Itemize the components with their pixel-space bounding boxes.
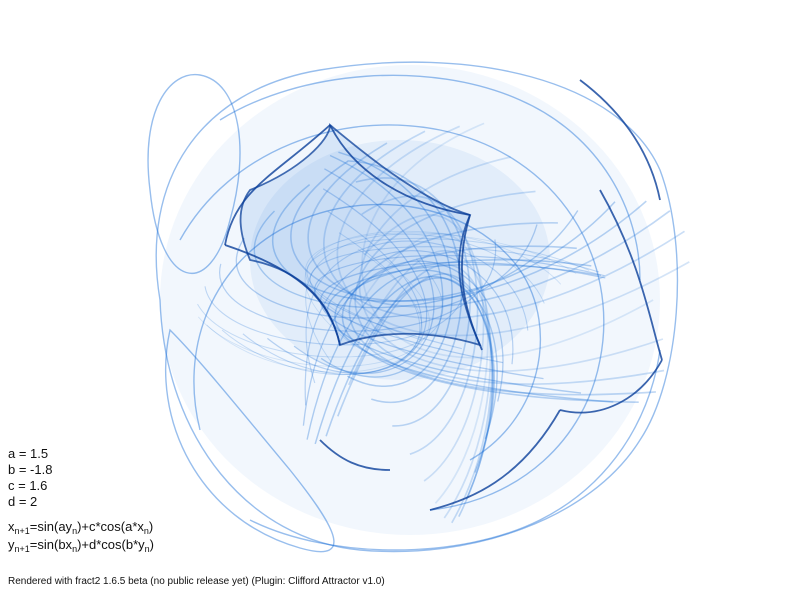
attractor-outer-curve [219,74,641,281]
attractor-ribbon-curve [304,250,514,406]
attractor-ribbon-curve [314,254,605,364]
attractor-ribbon-curve [348,222,656,396]
attractor-dark-strand [224,244,341,346]
param-c: c = 1.6 [8,478,48,493]
attractor-ribbon-curve [304,232,577,340]
attractor-ribbon-curve [293,168,435,375]
parameter-list: a = 1.5 b = -1.8 c = 1.6 d = 2 [8,446,52,510]
attractor-ribbon-curve [338,151,453,387]
formula-x: xn+1=sin(ayn)+c*cos(a*xn) [8,519,154,536]
attractor-dark-strand [599,189,663,361]
attractor-ribbon-curve [253,210,579,309]
attractor-ribbon-curve [320,154,444,378]
attractor-dark-strand [224,124,331,246]
param-d: d = 2 [8,494,38,509]
attractor-ribbon-curve [354,190,665,385]
attractor-dark-strand [461,214,483,351]
attractor-ribbon-curve [306,237,590,341]
attractor-ribbon-curve [348,263,493,524]
attractor-outer-curve [179,124,605,511]
formula-block: xn+1=sin(ayn)+c*cos(a*xn) yn+1=sin(bxn)+… [8,518,154,554]
attractor-ribbon-curve [305,240,529,384]
render-credit: Rendered with fract2 1.6.5 beta (no publ… [8,576,385,587]
attractor-ribbon-curve [362,233,489,504]
attractor-ribbon-curve [341,245,639,403]
attractor-outer-curve [147,73,241,275]
attractor-ribbon-curve [219,239,497,332]
attractor-ribbon-curve [337,273,494,517]
attractor-outer-curve [249,349,661,551]
attractor-ribbon-curve [363,214,485,482]
formula-y: yn+1=sin(bxn)+d*cos(b*yn) [8,537,154,554]
attractor-outer-curve [155,61,679,553]
attractor-ribbon-curve [361,195,479,455]
attractor-ribbon-curve [347,160,463,403]
attractor-ribbon-curve [356,250,492,519]
attractor-ribbon-curve [319,261,606,380]
attractor-dark-strand [329,124,471,216]
attractor-ribbon-curve [302,260,504,426]
attractor-ribbon-curve [306,269,498,440]
attractor-dark-strand [319,439,391,471]
param-a: a = 1.5 [8,446,49,461]
attractor-ribbon-curve [267,188,428,374]
attractor-ribbon-curve [327,263,602,394]
attractor-core-haze [250,140,550,380]
attractor-haze [160,65,660,535]
attractor-ribbon-curve [235,224,538,319]
attractor-ribbon-curve [355,177,471,427]
attractor-ribbon-curve [336,125,690,337]
attractor-ribbon-curve [221,232,421,376]
attractor-ribbon-curve [242,210,422,375]
attractor-ribbon-curve [361,122,654,359]
attractor-ribbon-curve [358,156,664,373]
attractor-ribbon-curve [271,184,616,303]
attractor-dark-strand [559,359,663,414]
attractor-outer-curve [165,328,335,553]
attractor-ribbon-curve [206,248,423,373]
attractor-ribbon-curve [290,160,647,302]
attractor-outer-curve [193,203,541,461]
attractor-dark-strand [429,409,561,511]
attractor-ribbon-curve [309,246,600,350]
attractor-ribbon-curve [307,142,671,308]
attractor-ribbon-curve [323,130,685,320]
param-b: b = -1.8 [8,462,53,477]
attractor-dark-strand [579,79,661,201]
attractor-ribbon-curve [314,275,495,473]
attractor-ribbon-curve [334,259,614,403]
